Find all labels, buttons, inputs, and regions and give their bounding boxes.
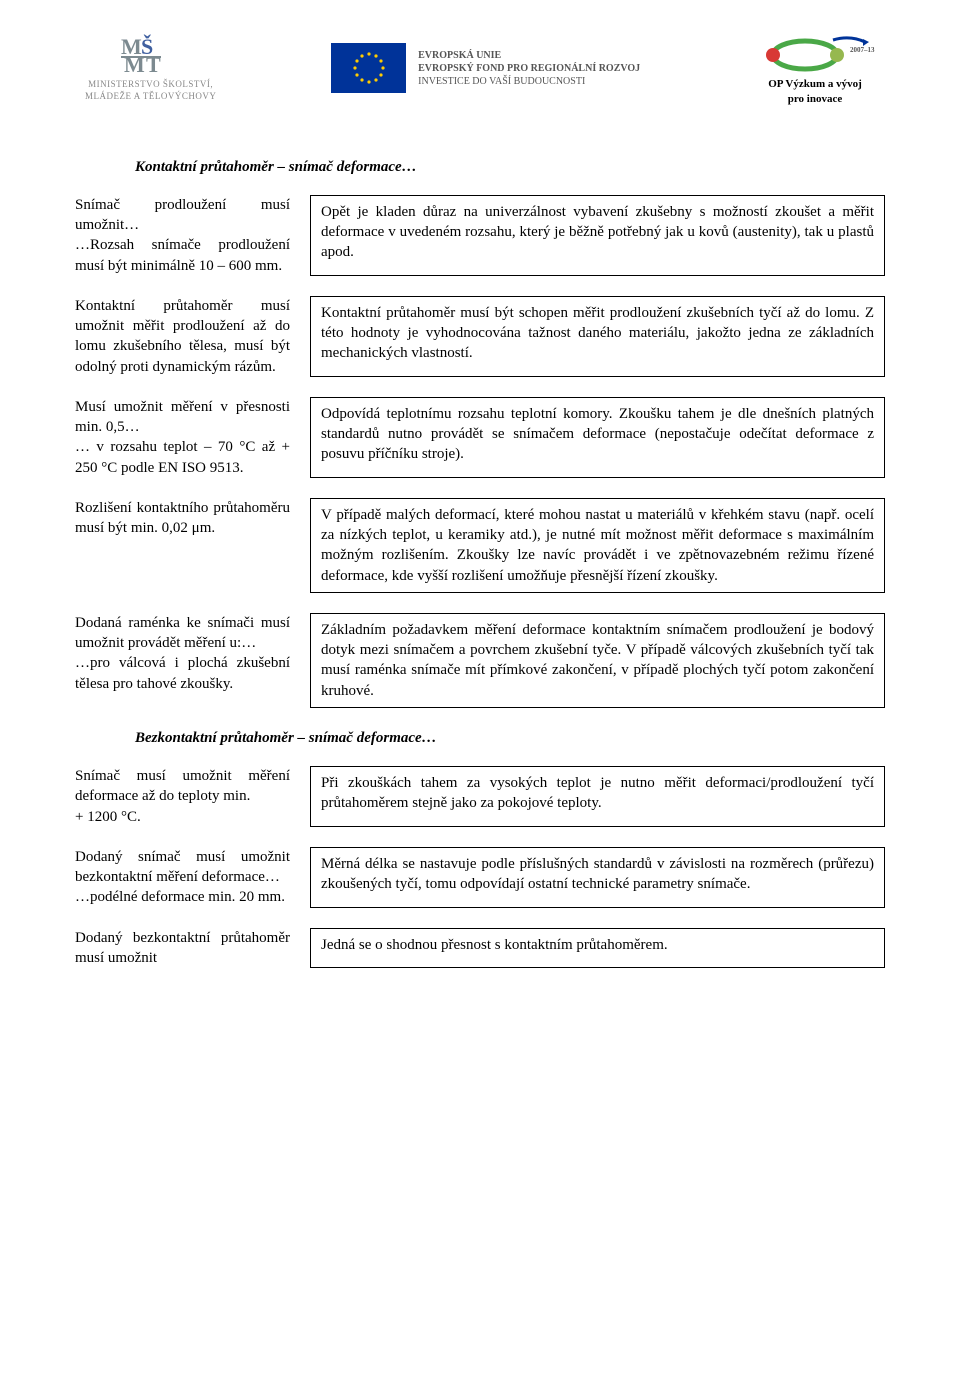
row1-right: Opět je kladen důraz na univerzálnost vy… xyxy=(310,195,885,276)
row5-left: Dodaná raménka ke snímači musí umožnit p… xyxy=(75,613,290,708)
row2-3-left: Dodaný bezkontaktní průtahoměr musí umož… xyxy=(75,928,290,969)
row4-right: V případě malých deformací, které mohou … xyxy=(310,498,885,593)
row2-left: Kontaktní průtahoměr musí umožnit měřit … xyxy=(75,296,290,377)
row3-left: Musí umožnit měření v přesnosti min. 0,5… xyxy=(75,397,290,478)
section1-title: Kontaktní průtahoměr – snímač deformace… xyxy=(135,157,885,177)
msmt-line2: MLÁDEŽE A TĚLOVÝCHOVY xyxy=(85,90,216,102)
eu-flag-icon xyxy=(331,43,406,93)
row5-right: Základním požadavkem měření deformace ko… xyxy=(310,613,885,708)
row2-1: Snímač musí umožnit měření deformace až … xyxy=(75,766,885,827)
row-4: Rozlišení kontaktního průtahoměru musí b… xyxy=(75,498,885,593)
row2-1-left: Snímač musí umožnit měření deformace až … xyxy=(75,766,290,827)
row2-1-right: Při zkouškách tahem za vysokých teplot j… xyxy=(310,766,885,827)
op-line1: OP Výzkum a vývoj xyxy=(755,77,875,92)
op-icon: 2007–13 xyxy=(755,30,875,75)
row2-2: Dodaný snímač musí umožnit bezkontaktní … xyxy=(75,847,885,908)
row2-2-right: Měrná délka se nastavuje podle příslušný… xyxy=(310,847,885,908)
section2-title: Bezkontaktní průtahoměr – snímač deforma… xyxy=(135,728,885,748)
eu-line2: EVROPSKÝ FOND PRO REGIONÁLNÍ ROZVOJ xyxy=(418,62,640,75)
row2-3: Dodaný bezkontaktní průtahoměr musí umož… xyxy=(75,928,885,969)
row2-3-right: Jedná se o shodnou přesnost s kontaktním… xyxy=(310,928,885,969)
header-logos: M Š M T MINISTERSTVO ŠKOLSTVÍ, MLÁDEŽE A… xyxy=(75,30,885,107)
row4-left: Rozlišení kontaktního průtahoměru musí b… xyxy=(75,498,290,593)
row2-right: Kontaktní průtahoměr musí být schopen mě… xyxy=(310,296,885,377)
logo-msmt: M Š M T MINISTERSTVO ŠKOLSTVÍ, MLÁDEŽE A… xyxy=(85,34,216,102)
row-1: Snímač prodloužení musí umožnit……Rozsah … xyxy=(75,195,885,276)
svg-text:T: T xyxy=(146,52,161,74)
msmt-line1: MINISTERSTVO ŠKOLSTVÍ, xyxy=(88,78,213,90)
eu-line1: EVROPSKÁ UNIE xyxy=(418,49,640,62)
eu-text: EVROPSKÁ UNIE EVROPSKÝ FOND PRO REGIONÁL… xyxy=(418,49,640,88)
logo-op: 2007–13 OP Výzkum a vývoj pro inovace xyxy=(755,30,875,107)
row-2: Kontaktní průtahoměr musí umožnit měřit … xyxy=(75,296,885,377)
eu-line3: INVESTICE DO VAŠÍ BUDOUCNOSTI xyxy=(418,75,640,88)
row1-left: Snímač prodloužení musí umožnit……Rozsah … xyxy=(75,195,290,276)
row3-right: Odpovídá teplotnímu rozsahu teplotní kom… xyxy=(310,397,885,478)
logo-eu: EVROPSKÁ UNIE EVROPSKÝ FOND PRO REGIONÁL… xyxy=(331,43,640,93)
svg-text:2007–13: 2007–13 xyxy=(850,46,875,54)
op-line2: pro inovace xyxy=(755,92,875,107)
row2-2-left: Dodaný snímač musí umožnit bezkontaktní … xyxy=(75,847,290,908)
svg-text:M: M xyxy=(124,52,145,74)
row-5: Dodaná raménka ke snímači musí umožnit p… xyxy=(75,613,885,708)
msmt-icon: M Š M T xyxy=(116,34,186,74)
row-3: Musí umožnit měření v přesnosti min. 0,5… xyxy=(75,397,885,478)
